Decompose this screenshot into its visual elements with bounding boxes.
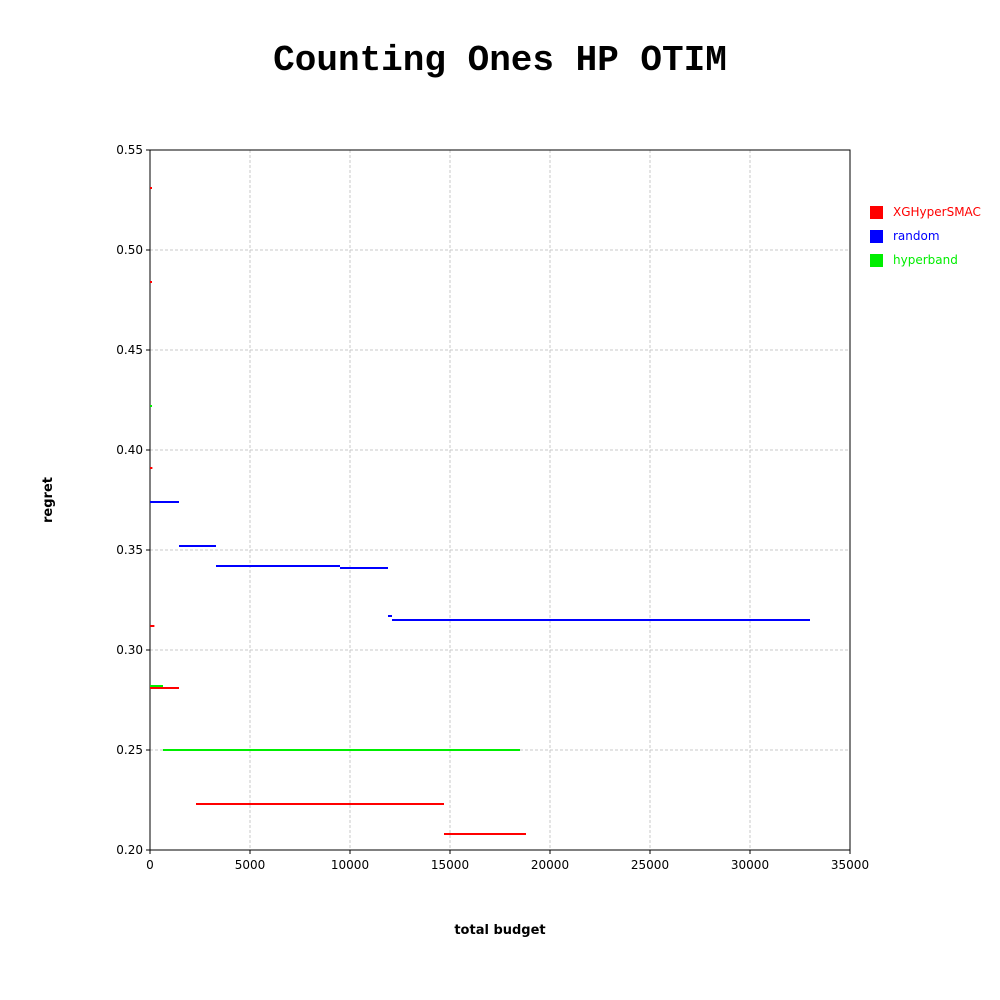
grid-layer bbox=[150, 150, 850, 850]
y-tick-label: 0.55 bbox=[116, 143, 143, 157]
x-axis-title: total budget bbox=[454, 923, 545, 938]
plot-frame bbox=[149, 149, 851, 851]
legend-item-xghypersmac: XGHyperSMAC bbox=[870, 200, 981, 224]
legend-swatch-random bbox=[870, 229, 883, 243]
x-tick-label: 25000 bbox=[631, 858, 669, 872]
series-layer bbox=[150, 187, 810, 835]
y-tick-label: 0.40 bbox=[116, 443, 143, 457]
y-tick-label: 0.25 bbox=[116, 743, 143, 757]
legend: XGHyperSMAC random hyperband bbox=[870, 200, 981, 272]
y-tick-label: 0.50 bbox=[116, 243, 143, 257]
legend-swatch-hyperband bbox=[870, 253, 883, 267]
x-tick-label: 15000 bbox=[431, 858, 469, 872]
x-tick-label: 0 bbox=[146, 858, 154, 872]
legend-item-hyperband: hyperband bbox=[870, 248, 981, 272]
legend-swatch-xghypersmac bbox=[870, 205, 883, 219]
x-tick-label: 20000 bbox=[531, 858, 569, 872]
legend-label-hyperband: hyperband bbox=[893, 253, 958, 267]
chart-title: Counting Ones HP OTIM bbox=[273, 40, 727, 81]
x-tick-label: 35000 bbox=[831, 858, 869, 872]
legend-item-random: random bbox=[870, 224, 981, 248]
tick-layer: 0 5000 10000 15000 20000 25000 30000 35000 0.20 0… bbox=[116, 143, 869, 872]
x-tick-label: 30000 bbox=[731, 858, 769, 872]
y-tick-label: 0.20 bbox=[116, 843, 143, 857]
y-tick-label: 0.45 bbox=[116, 343, 143, 357]
x-tick-label: 10000 bbox=[331, 858, 369, 872]
x-tick-label: 5000 bbox=[235, 858, 266, 872]
y-axis-title: regret bbox=[41, 477, 56, 523]
y-tick-label: 0.35 bbox=[116, 543, 143, 557]
legend-label-xghypersmac: XGHyperSMAC bbox=[893, 205, 981, 219]
y-tick-label: 0.30 bbox=[116, 643, 143, 657]
legend-label-random: random bbox=[893, 229, 940, 243]
